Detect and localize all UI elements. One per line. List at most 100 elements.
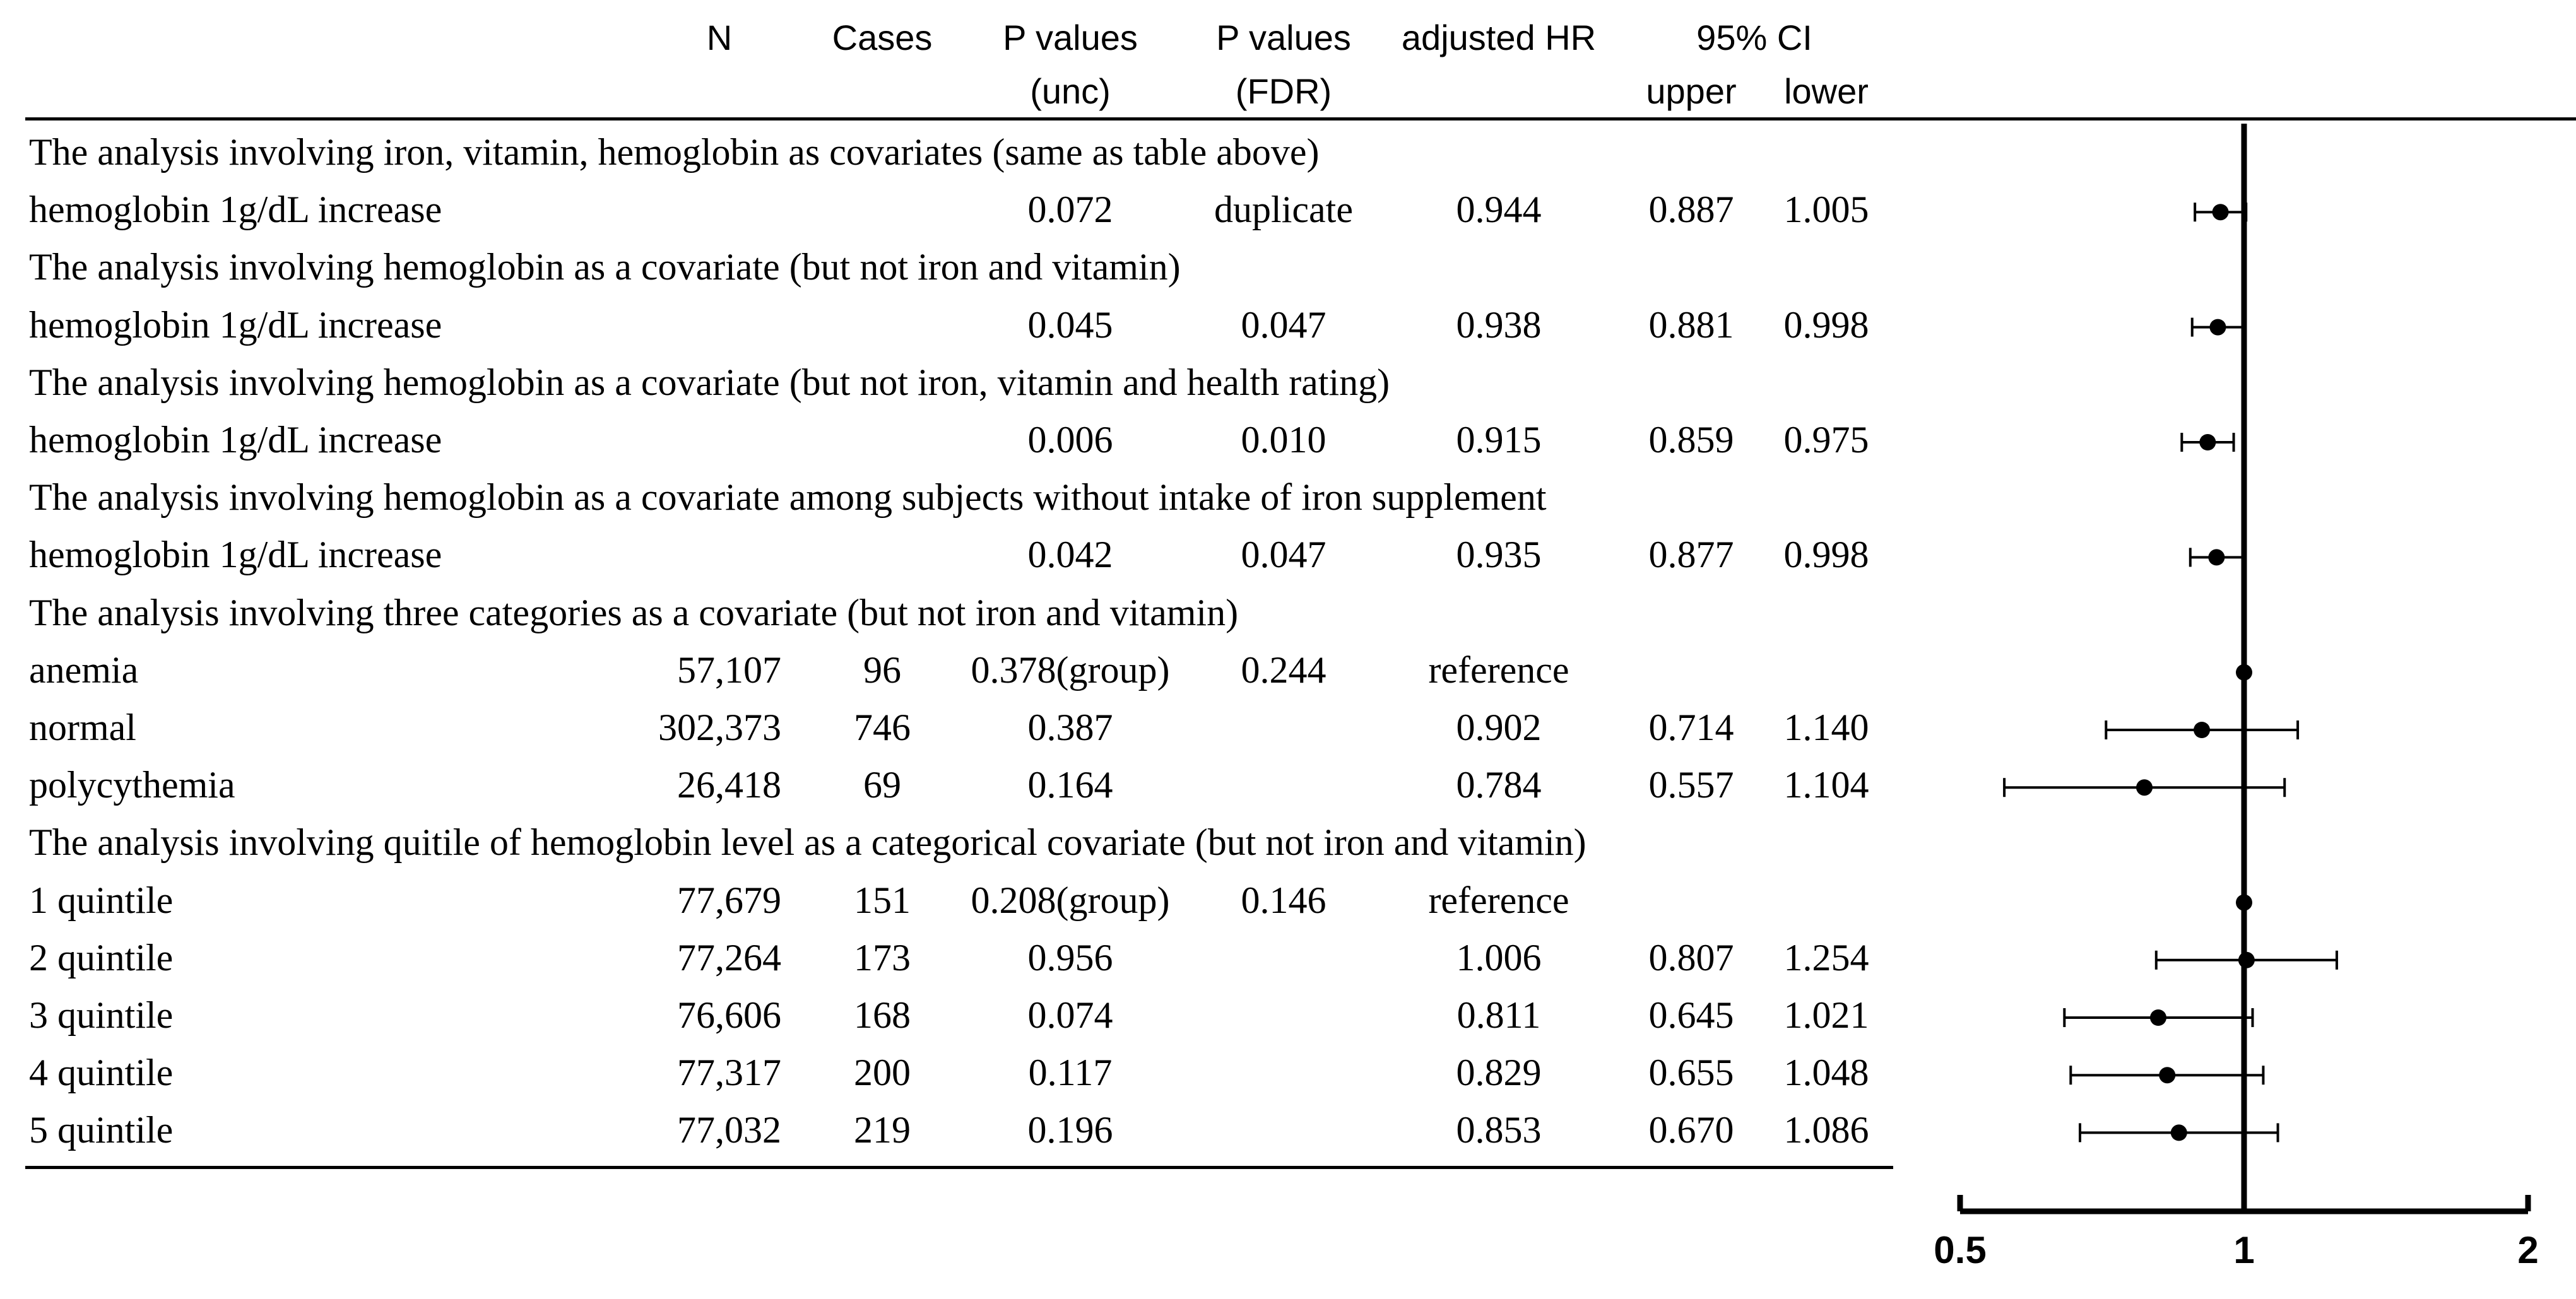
cell-hr: 0.853 <box>1456 1109 1542 1151</box>
header-p-fdr-sub: (FDR) <box>1235 71 1332 111</box>
cell-ci-upper: 0.714 <box>1648 707 1734 748</box>
row-label: 5 quintile <box>29 1109 174 1151</box>
hr-point <box>2236 664 2252 681</box>
cell-p-unc: 0.164 <box>1027 764 1113 806</box>
cell-ci-lower: 1.104 <box>1783 764 1869 806</box>
section-heading: The analysis involving hemoglobin as a c… <box>29 476 1547 519</box>
hr-point <box>2194 722 2211 738</box>
cell-ci-upper: 0.859 <box>1648 419 1734 461</box>
cell-hr: 0.935 <box>1456 534 1542 576</box>
cell-p-unc: 0.208(group) <box>971 879 1170 921</box>
row-label: 4 quintile <box>29 1052 174 1094</box>
cell-hr: 0.915 <box>1456 419 1542 461</box>
row-label: hemoglobin 1g/dL increase <box>29 534 442 576</box>
cell-p-unc: 0.072 <box>1027 189 1113 231</box>
row-label: hemoglobin 1g/dL increase <box>29 303 442 346</box>
cell-cases: 151 <box>854 879 911 921</box>
cell-ci-lower: 1.005 <box>1783 189 1869 231</box>
cell-p-unc: 0.387 <box>1027 707 1113 748</box>
header-p-fdr: P values <box>1216 18 1351 57</box>
cell-ci-upper: 0.557 <box>1648 764 1734 806</box>
table-bottom-rule <box>25 1166 1893 1169</box>
cell-ci-upper: 0.877 <box>1648 534 1734 576</box>
cell-ci-upper: 0.807 <box>1648 936 1734 979</box>
cell-ci-upper: 0.670 <box>1648 1109 1734 1151</box>
cell-p-unc: 0.196 <box>1027 1109 1113 1151</box>
cell-ci-lower: 1.048 <box>1783 1052 1869 1094</box>
cell-hr: reference <box>1428 649 1569 691</box>
section-heading: The analysis involving hemoglobin as a c… <box>29 361 1390 403</box>
row-label: polycythemia <box>29 764 235 806</box>
cell-n: 57,107 <box>677 649 781 691</box>
cell-hr: 0.829 <box>1456 1052 1542 1094</box>
cell-hr: 0.902 <box>1456 707 1542 748</box>
hr-point <box>2199 434 2216 450</box>
hr-point <box>2212 204 2229 221</box>
cell-p-unc: 0.006 <box>1027 419 1113 461</box>
header-p-unc-sub: (unc) <box>1030 71 1111 111</box>
cell-ci-lower: 0.998 <box>1783 534 1869 576</box>
cell-hr: 0.938 <box>1456 303 1542 346</box>
cell-ci-lower: 0.998 <box>1783 303 1869 346</box>
header-ci-lower: lower <box>1784 71 1869 111</box>
cell-p-fdr: 0.146 <box>1241 879 1326 921</box>
cell-ci-lower: 1.086 <box>1783 1109 1869 1151</box>
cell-p-unc: 0.117 <box>1028 1052 1113 1094</box>
hr-point <box>2238 951 2255 968</box>
cell-p-fdr: duplicate <box>1214 189 1353 231</box>
cell-p-fdr: 0.047 <box>1241 534 1326 576</box>
cell-ci-upper: 0.655 <box>1648 1052 1734 1094</box>
cell-cases: 219 <box>854 1109 911 1151</box>
x-tick-label: 1 <box>2233 1229 2254 1271</box>
cell-hr: 0.944 <box>1456 189 1542 231</box>
cell-cases: 746 <box>854 707 911 748</box>
cell-p-fdr: 0.047 <box>1241 303 1326 346</box>
cell-ci-lower: 0.975 <box>1783 419 1869 461</box>
cell-n: 77,264 <box>677 936 781 979</box>
section-heading: The analysis involving hemoglobin as a c… <box>29 246 1181 288</box>
cell-hr: reference <box>1428 879 1569 921</box>
row-label: 2 quintile <box>29 936 174 979</box>
row-label: 3 quintile <box>29 994 174 1036</box>
header-ci: 95% CI <box>1696 18 1812 57</box>
row-label: hemoglobin 1g/dL increase <box>29 419 442 461</box>
cell-ci-upper: 0.887 <box>1648 189 1734 231</box>
cell-ci-upper: 0.881 <box>1648 303 1734 346</box>
hr-point <box>2208 549 2225 566</box>
cell-p-fdr: 0.010 <box>1241 419 1326 461</box>
x-tick-label: 0.5 <box>1934 1229 1986 1271</box>
cell-cases: 200 <box>854 1052 911 1094</box>
row-label: anemia <box>29 649 139 691</box>
cell-hr: 0.811 <box>1456 994 1541 1036</box>
cell-p-unc: 0.378(group) <box>971 649 1170 691</box>
hr-point <box>2170 1124 2187 1141</box>
cell-ci-lower: 1.140 <box>1783 707 1869 748</box>
cell-p-unc: 0.956 <box>1027 936 1113 979</box>
cell-ci-upper: 0.645 <box>1648 994 1734 1036</box>
row-label: 1 quintile <box>29 879 174 921</box>
cell-n: 302,373 <box>658 707 781 748</box>
cell-n: 77,032 <box>677 1109 781 1151</box>
hr-point <box>2136 779 2153 796</box>
row-label: hemoglobin 1g/dL increase <box>29 189 442 231</box>
cell-p-fdr: 0.244 <box>1241 649 1326 691</box>
hr-point <box>2209 319 2226 336</box>
cell-ci-lower: 1.254 <box>1783 936 1869 979</box>
hr-point <box>2159 1067 2176 1084</box>
cell-ci-lower: 1.021 <box>1783 994 1869 1036</box>
header-p-unc: P values <box>1003 18 1138 57</box>
section-heading: The analysis involving three categories … <box>29 591 1239 633</box>
cell-p-unc: 0.042 <box>1027 534 1113 576</box>
header-n: N <box>706 18 733 57</box>
cell-p-unc: 0.074 <box>1027 994 1113 1036</box>
header-cases: Cases <box>832 18 933 57</box>
cell-cases: 168 <box>854 994 911 1036</box>
hr-point <box>2149 1009 2166 1026</box>
cell-cases: 96 <box>863 649 901 691</box>
cell-n: 26,418 <box>677 764 781 806</box>
section-heading: The analysis involving iron, vitamin, he… <box>29 131 1320 173</box>
cell-n: 77,317 <box>677 1052 781 1094</box>
row-label: normal <box>29 707 136 748</box>
section-heading: The analysis involving quitile of hemogl… <box>29 821 1586 864</box>
